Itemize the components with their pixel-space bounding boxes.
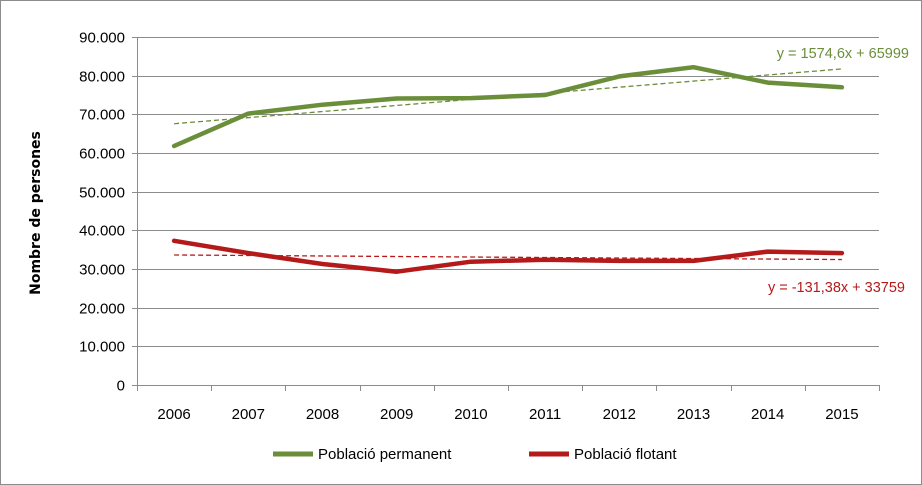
x-tick-label: 2015 — [825, 406, 858, 423]
legend-item-flotant: Població flotant — [529, 446, 677, 463]
series-line-permanent — [171, 64, 845, 149]
x-tick-label: 2007 — [232, 406, 265, 423]
y-tick-label: 60.000 — [79, 146, 125, 163]
x-tick-label: 2008 — [306, 406, 339, 423]
legend-label-flotant: Població flotant — [574, 446, 677, 463]
trendline-equation-flotant: y = -131,38x + 33759 — [768, 280, 905, 296]
y-axis-title: Nombre de persones — [28, 131, 44, 295]
trendline-equation-permanent: y = 1574,6x + 65999 — [777, 46, 909, 62]
trendlines — [174, 68, 842, 261]
x-tick-label: 2011 — [529, 406, 561, 423]
y-tick-label: 20.000 — [79, 301, 125, 318]
y-tick-label: 40.000 — [79, 223, 125, 240]
y-tick-label: 90.000 — [79, 30, 125, 47]
gridlines — [137, 37, 879, 347]
legend-item-permanent: Població permanent — [273, 446, 452, 463]
tick-labels: 0 10.000 20.000 30.000 40.000 50.000 60.000 70.… — [79, 30, 858, 424]
y-tick-label: 10.000 — [79, 339, 125, 356]
legend: Població permanent Població flotant — [273, 446, 677, 463]
x-tick-label: 2006 — [157, 406, 190, 423]
legend-label-permanent: Població permanent — [318, 446, 452, 463]
axes — [132, 37, 880, 391]
y-tick-label: 30.000 — [79, 262, 125, 279]
trendline-flotant — [174, 254, 842, 261]
x-tick-label: 2013 — [677, 406, 710, 423]
y-tick-label: 70.000 — [79, 107, 125, 124]
y-tick-label: 50.000 — [79, 185, 125, 202]
y-tick-label: 80.000 — [79, 69, 125, 86]
series-lines — [171, 64, 845, 274]
y-tick-label: 0 — [117, 378, 125, 395]
x-tick-label: 2012 — [603, 406, 636, 423]
x-tick-label: 2014 — [751, 406, 784, 423]
x-tick-label: 2009 — [380, 406, 413, 423]
x-tick-label: 2010 — [454, 406, 487, 423]
series-line-flotant — [171, 238, 845, 274]
